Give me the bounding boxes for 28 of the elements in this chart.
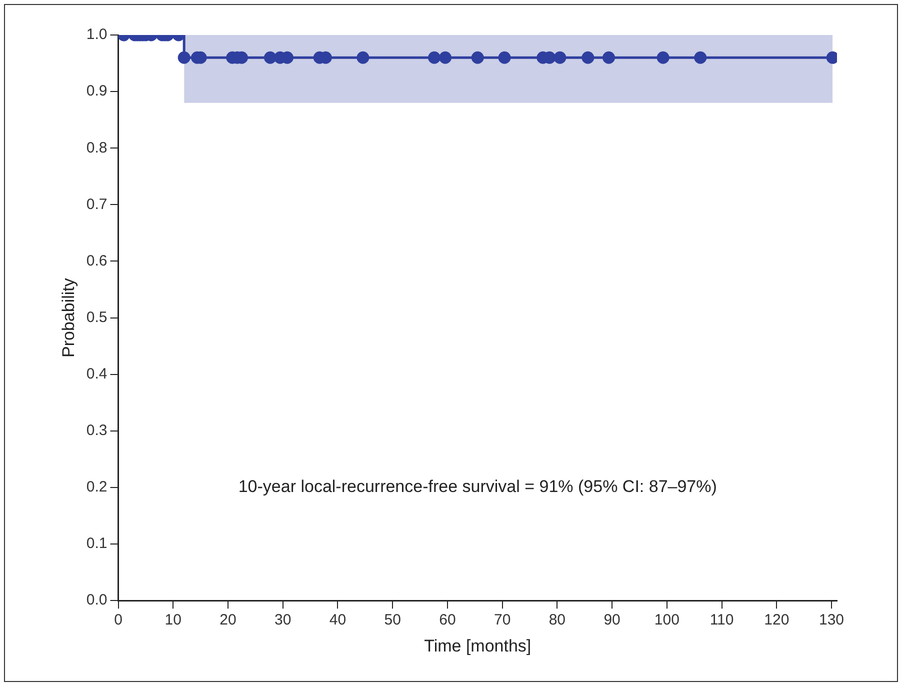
y-tick-label: 0.2	[86, 478, 108, 496]
x-tick-label: 20	[220, 612, 236, 629]
y-axis-title: Probability	[58, 278, 78, 358]
x-tick-label: 110	[710, 612, 734, 629]
y-tick-label: 0.5	[86, 308, 108, 326]
x-axis-title: Time [months]	[424, 636, 532, 656]
x-tick-label: 30	[274, 612, 292, 629]
y-tick-label: 0.7	[86, 196, 108, 213]
annotation: 10-year local-recurrence-free survival = 91% (95% CI: 87–97%)	[238, 477, 717, 496]
y-tick-label: 0.6	[86, 252, 108, 270]
y-tick-label: 0.0	[86, 592, 108, 609]
x-tick-label: 80	[548, 612, 566, 629]
y-tick-label: 0.3	[86, 422, 108, 440]
x-tick-label: 100	[654, 612, 680, 629]
y-tick-label: 0.9	[86, 82, 108, 100]
x-tick-label: 0	[114, 612, 122, 629]
x-tick-label: 90	[604, 612, 620, 629]
x-tick-label: 50	[384, 612, 401, 629]
y-tick-label: 0.4	[86, 366, 108, 382]
x-tick-label: 40	[329, 612, 346, 629]
y-tick-label: 1.0	[86, 26, 108, 44]
x-tick-label: 120	[764, 612, 790, 629]
y-tick-label: 0.8	[86, 139, 108, 156]
y-tick-label: 0.1	[86, 535, 108, 552]
x-tick-label: 130	[819, 612, 844, 629]
x-tick-label: 60	[439, 612, 456, 629]
x-tick-label: 70	[494, 612, 511, 629]
x-tick-label: 10	[164, 612, 182, 629]
